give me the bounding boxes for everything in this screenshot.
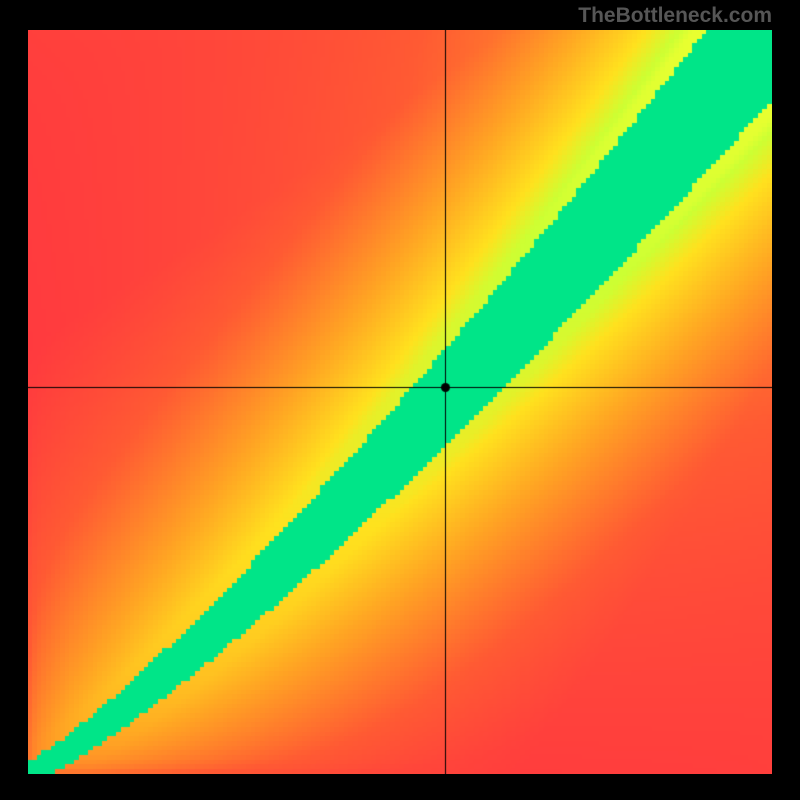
watermark-text: TheBottleneck.com <box>578 4 772 28</box>
bottleneck-heatmap <box>28 30 772 774</box>
chart-frame: TheBottleneck.com <box>0 0 800 800</box>
